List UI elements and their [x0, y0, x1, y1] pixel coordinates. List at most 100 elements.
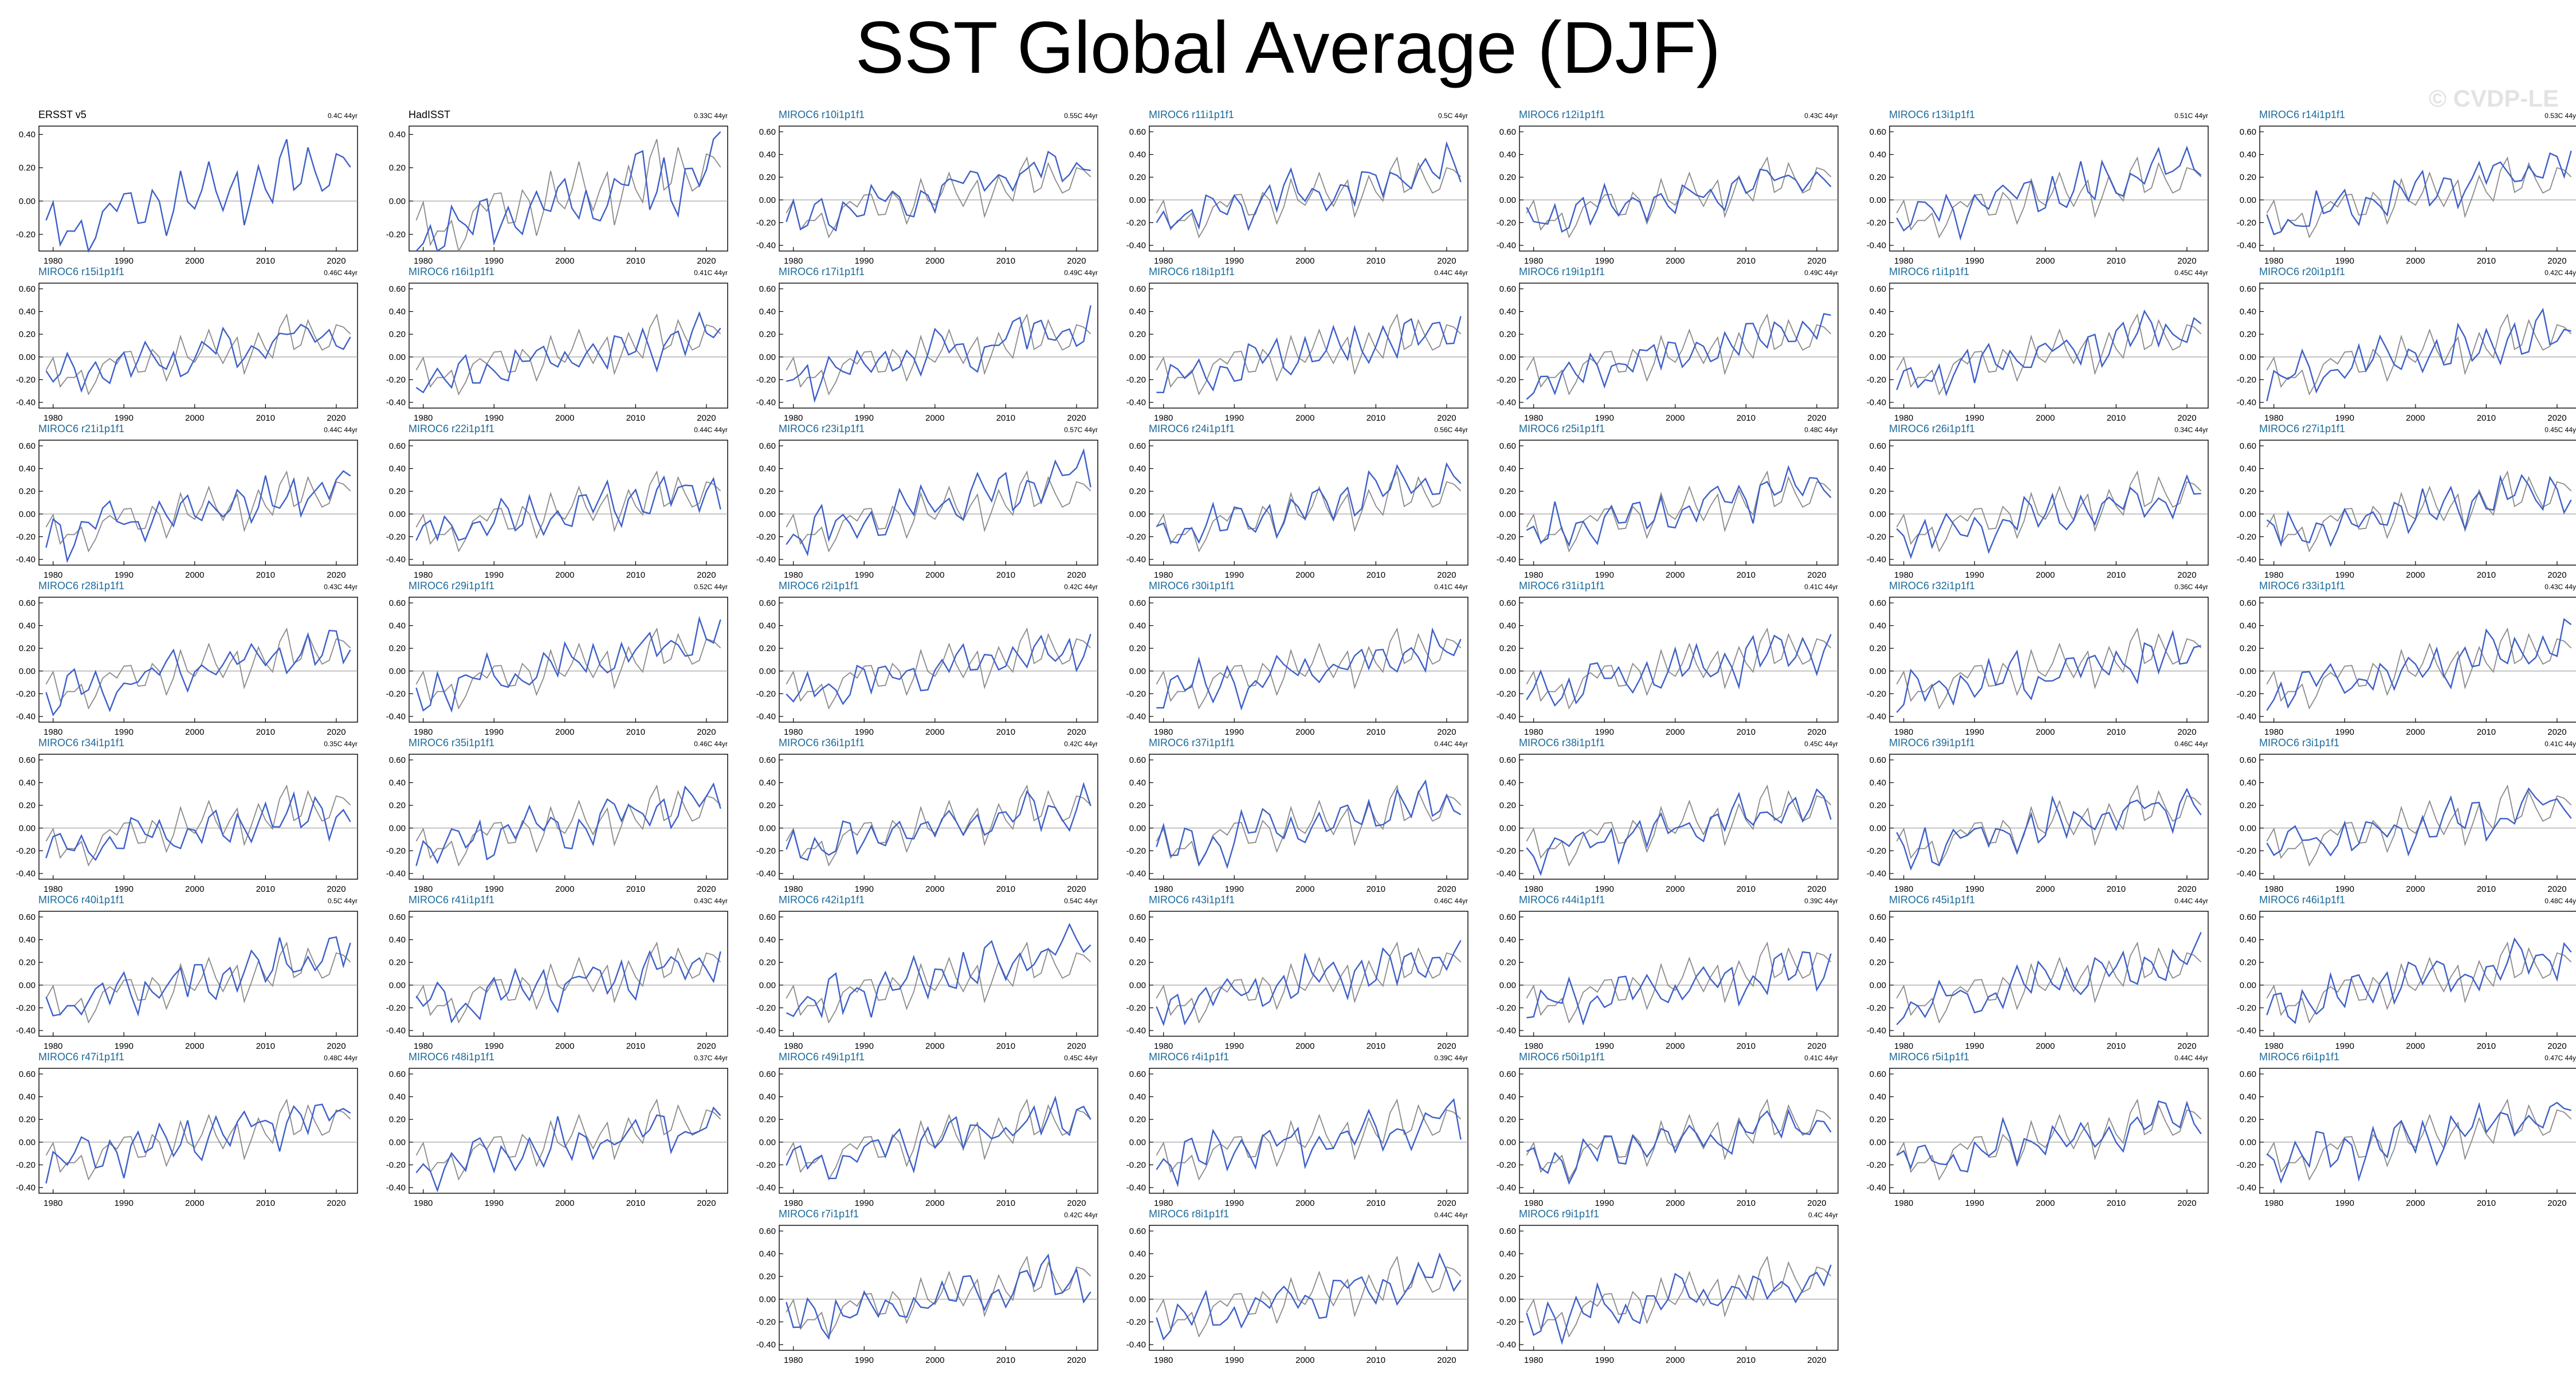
y-tick-label: -0.40	[2237, 241, 2256, 250]
trend-label: 0.42C 44yr	[1064, 740, 1098, 748]
series-line-model	[1526, 788, 1832, 876]
x-tick-label: 2010	[996, 1041, 1015, 1051]
x-tick-label: 1980	[44, 256, 62, 266]
x-tick-label: 2000	[2036, 570, 2055, 580]
panel-label: MIROC6 r32i1p1f1	[1889, 580, 1975, 591]
y-tick-label: 0.40	[19, 778, 36, 788]
series-line-model	[1526, 169, 1832, 233]
series-line-model	[2266, 150, 2572, 236]
y-tick-label: -0.20	[756, 532, 776, 542]
x-tick-label: 2020	[1807, 413, 1826, 423]
series-line-reference	[786, 941, 1091, 1024]
y-tick-label: 0.60	[1870, 284, 1886, 294]
x-tick-label: 1990	[115, 727, 133, 737]
panel-5: MIROC6 r13i1p1f1 0.51C 44yr 0.60 0.40 0.20 0.…	[1867, 109, 2209, 266]
y-tick-label: 0.20	[1129, 801, 1146, 810]
series-line-reference	[1526, 941, 1832, 1024]
x-tick-label: 2010	[626, 884, 645, 894]
y-tick-label: 0.60	[759, 284, 776, 294]
panel-frame	[779, 440, 1098, 566]
y-tick-label: 0.40	[389, 621, 406, 631]
trend-label: 0.48C 44yr	[1804, 426, 1838, 434]
x-tick-label: 1990	[2335, 1198, 2354, 1208]
y-tick-label: -0.20	[1867, 532, 1886, 542]
x-tick-label: 2000	[1666, 413, 1684, 423]
y-tick-label: 0.60	[1870, 1069, 1886, 1079]
x-tick-label: 2010	[996, 727, 1015, 737]
y-tick-label: 0.20	[1129, 644, 1146, 653]
y-tick-label: 0.00	[19, 352, 36, 362]
trend-label: 0.45C 44yr	[2174, 269, 2208, 277]
x-tick-label: 2000	[2036, 884, 2055, 894]
x-tick-label: 2010	[626, 570, 645, 580]
y-tick-label: -0.40	[1497, 398, 1516, 407]
x-tick-label: 1980	[784, 413, 803, 423]
x-tick-label: 2010	[1737, 727, 1756, 737]
x-tick-label: 2010	[2107, 413, 2126, 423]
y-tick-label: 0.20	[1870, 1115, 1886, 1124]
x-tick-label: 2020	[1807, 1041, 1826, 1051]
y-tick-label: 0.40	[759, 1249, 776, 1259]
y-tick-label: 0.00	[2240, 667, 2256, 676]
x-tick-label: 1990	[855, 1041, 874, 1051]
series-line-reference	[786, 1255, 1091, 1338]
figure-title: SST Global Average (DJF)	[855, 7, 1721, 89]
x-tick-label: 2020	[1437, 1355, 1456, 1365]
y-tick-label: -0.40	[2237, 1026, 2256, 1036]
x-tick-label: 2020	[2177, 570, 2196, 580]
y-tick-label: 0.60	[2240, 1069, 2256, 1079]
x-tick-label: 2000	[2036, 413, 2055, 423]
y-tick-label: 0.40	[759, 778, 776, 788]
x-tick-label: 2020	[697, 413, 716, 423]
x-tick-label: 1990	[115, 570, 133, 580]
panel-label: ERSST v5	[38, 109, 87, 120]
panel-label: MIROC6 r1i1p1f1	[1889, 266, 1969, 277]
x-tick-label: 1990	[485, 1198, 504, 1208]
y-tick-label: 0.60	[1499, 284, 1516, 294]
y-tick-label: 0.00	[19, 197, 36, 206]
trend-label: 0.56C 44yr	[1434, 426, 1468, 434]
panel-frame	[1889, 440, 2209, 566]
y-tick-label: -0.40	[2237, 869, 2256, 879]
series-line-model	[45, 323, 351, 393]
x-tick-label: 2010	[2477, 1041, 2496, 1051]
panel-50: MIROC6 r8i1p1f1 0.44C 44yr 0.60 0.40 0.20 0.0…	[1126, 1208, 1468, 1365]
x-tick-label: 2020	[2547, 570, 2566, 580]
y-tick-label: 0.40	[389, 778, 406, 788]
y-tick-label: 0.00	[2240, 981, 2256, 990]
panel-label: MIROC6 r19i1p1f1	[1519, 266, 1605, 277]
y-tick-label: 0.60	[389, 284, 406, 294]
panel-label: MIROC6 r16i1p1f1	[409, 266, 494, 277]
panel-51: MIROC6 r9i1p1f1 0.4C 44yr 0.60 0.40 0.20 0.00…	[1497, 1208, 1839, 1365]
x-tick-label: 2020	[327, 256, 345, 266]
series-line-model	[1896, 309, 2202, 397]
x-tick-label: 1990	[1595, 727, 1614, 737]
y-tick-label: -0.20	[1126, 1317, 1146, 1327]
panel-frame	[38, 1068, 358, 1194]
x-tick-label: 1980	[784, 570, 803, 580]
x-tick-label: 2010	[2477, 413, 2496, 423]
x-tick-label: 1990	[1595, 256, 1614, 266]
x-tick-label: 2000	[925, 727, 944, 737]
x-tick-label: 2020	[1437, 884, 1456, 894]
x-tick-label: 2020	[697, 727, 716, 737]
panel-label: MIROC6 r49i1p1f1	[779, 1051, 865, 1063]
y-tick-label: 0.20	[1129, 487, 1146, 496]
panel-frame	[409, 754, 728, 880]
x-tick-label: 2010	[1737, 570, 1756, 580]
panel-7: MIROC6 r15i1p1f1 0.46C 44yr 0.60 0.40 0.20 0.…	[16, 266, 358, 423]
series-line-model	[45, 470, 351, 563]
series-line-reference	[45, 941, 351, 1024]
trend-label: 0.55C 44yr	[1064, 112, 1098, 120]
y-tick-label: 0.00	[1499, 1138, 1516, 1147]
y-tick-label: 0.00	[759, 1138, 776, 1147]
x-tick-label: 1990	[1225, 1355, 1244, 1365]
series-line-model	[1156, 462, 1462, 544]
x-tick-label: 2020	[2177, 1041, 2196, 1051]
series-line-model	[1526, 465, 1832, 547]
series-line-reference	[415, 1098, 721, 1181]
x-tick-label: 2010	[996, 1355, 1015, 1365]
x-tick-label: 1980	[1894, 727, 1913, 737]
y-tick-label: 0.40	[1499, 1249, 1516, 1259]
x-tick-label: 2010	[2477, 884, 2496, 894]
